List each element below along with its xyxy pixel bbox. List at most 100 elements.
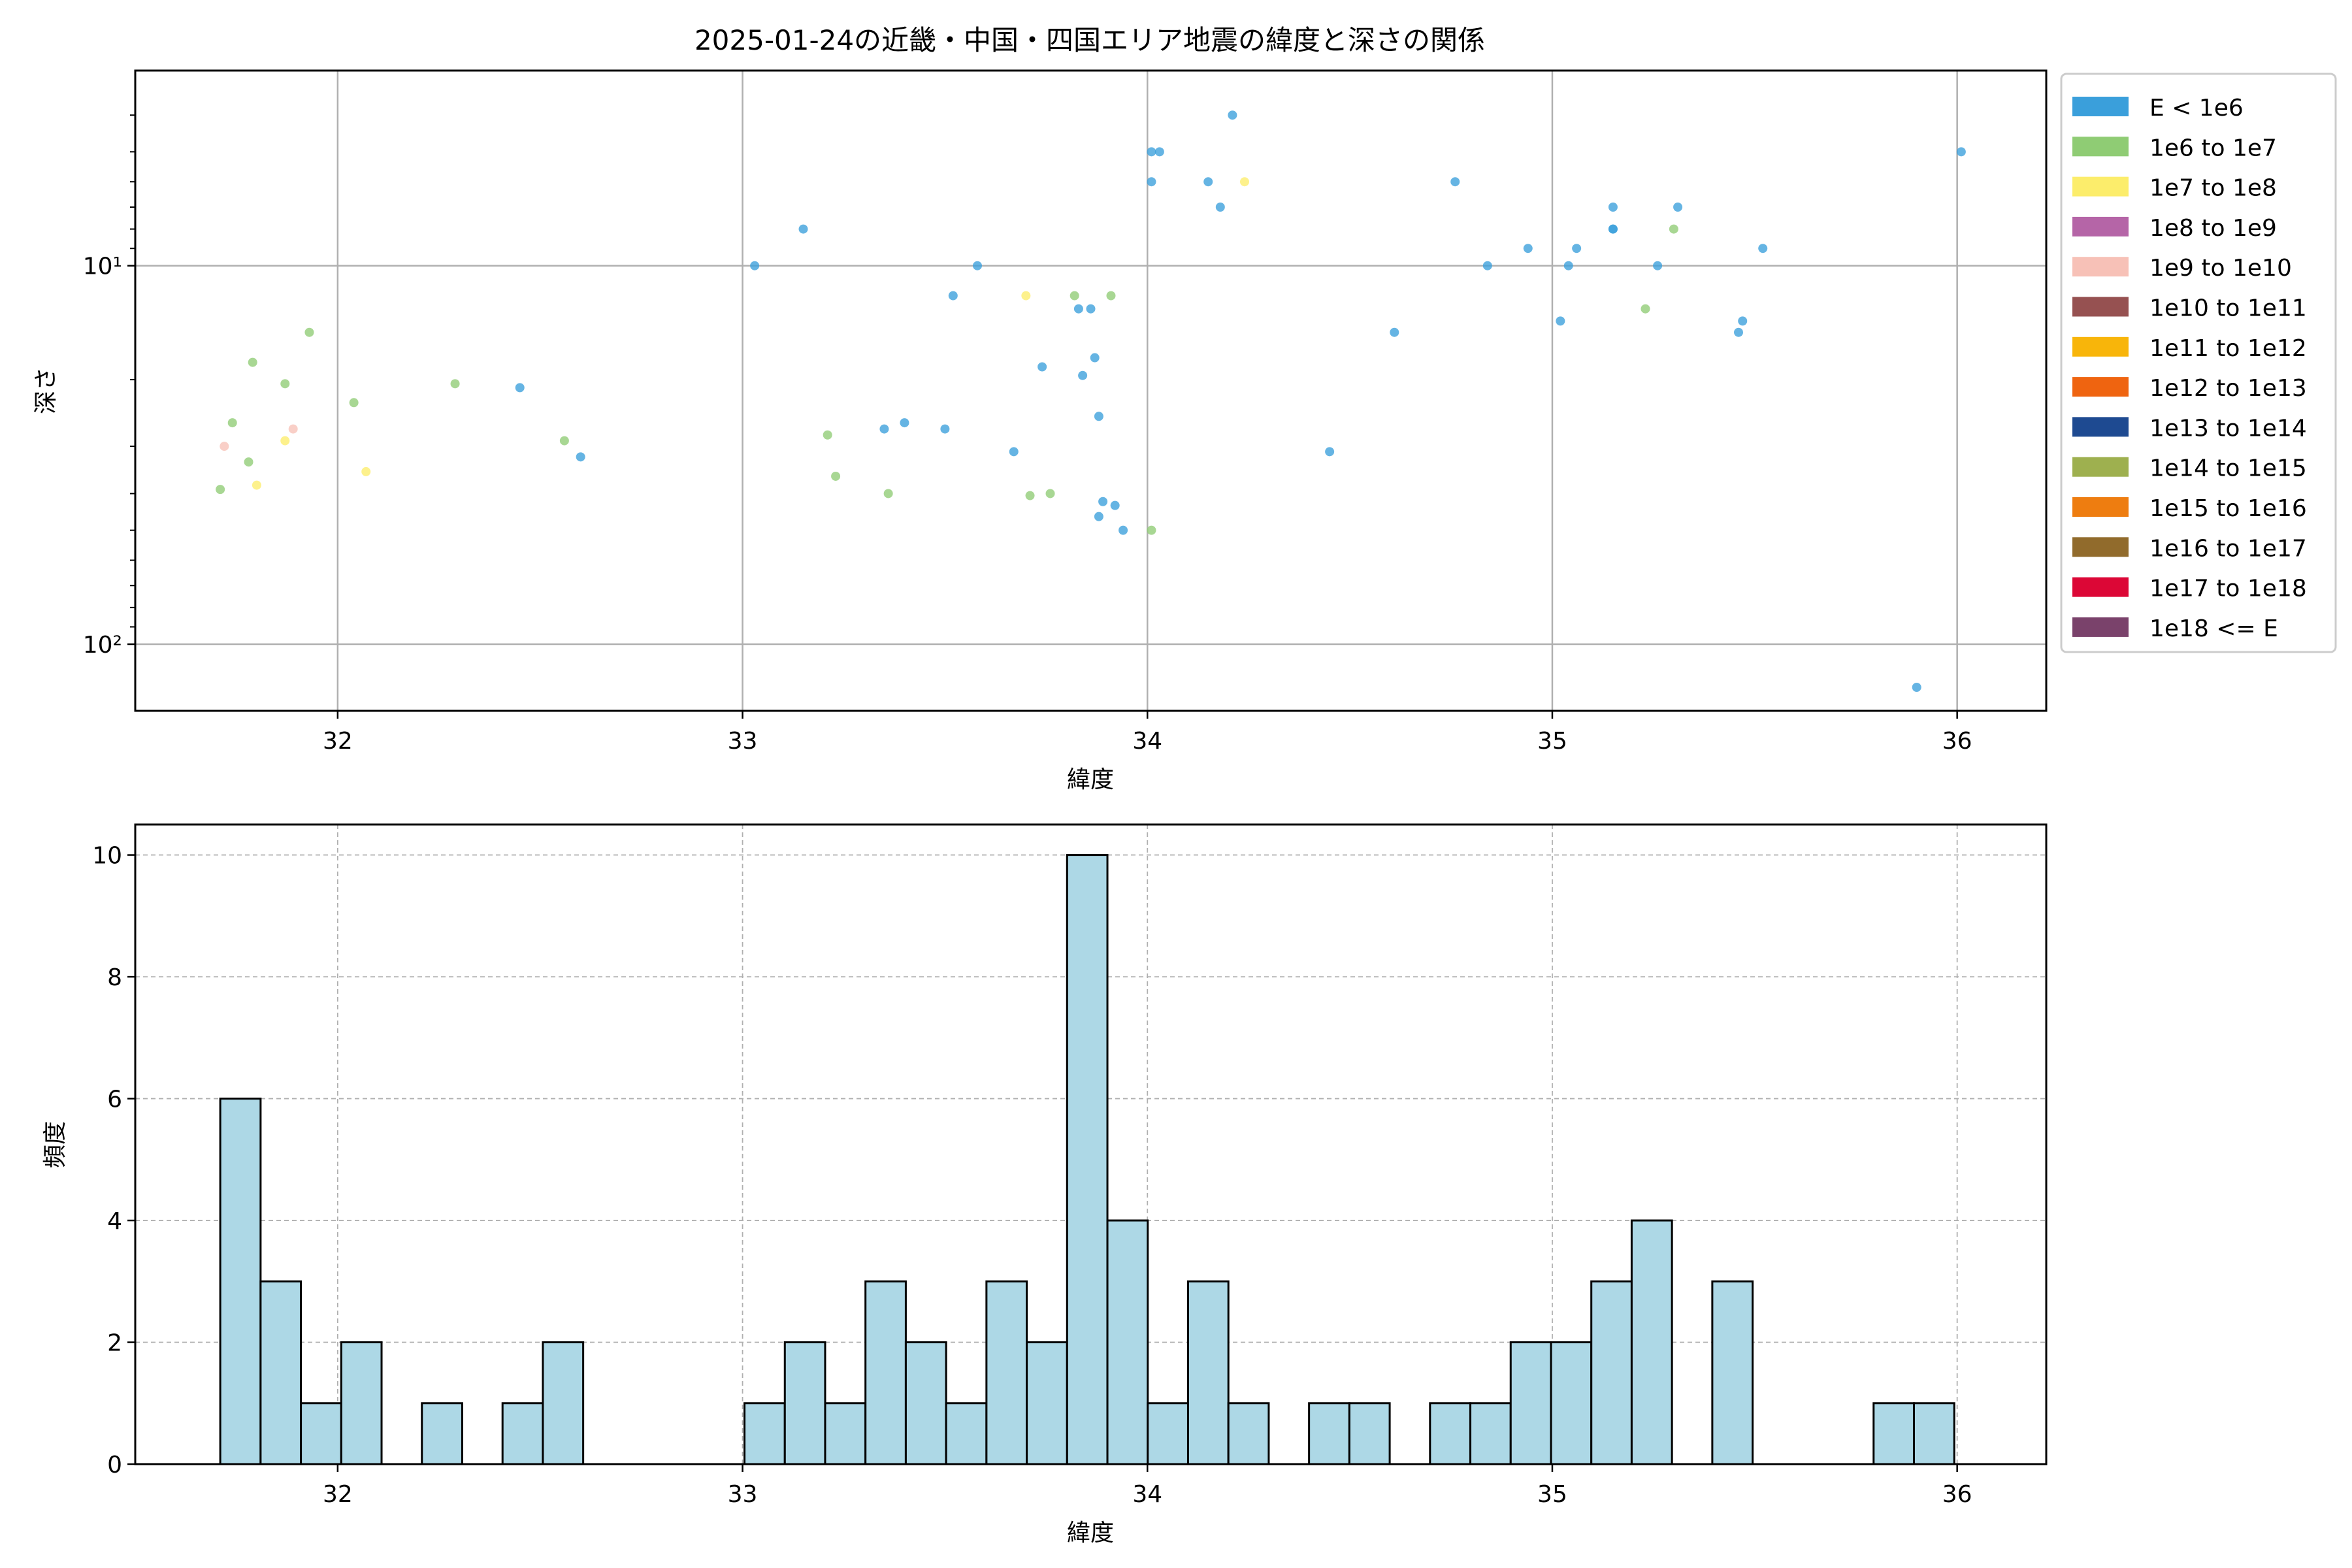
histogram-y-axis: 0 2 4 6 8 10 <box>92 843 135 1478</box>
histogram-bar <box>824 1402 867 1465</box>
scatter-point <box>1653 261 1663 270</box>
histogram-bar <box>1227 1402 1270 1465</box>
histogram-y-tick-label: 2 <box>107 1330 122 1357</box>
histogram-y-tick-label: 0 <box>107 1452 122 1478</box>
histogram-plot-frame <box>134 823 2048 1465</box>
scatter-point <box>304 327 314 337</box>
scatter-chart: 2025-01-24の近畿・中国・四国エリア地震の緯度と深さの関係 32 33 34… <box>33 24 2337 793</box>
scatter-point <box>1669 224 1678 234</box>
legend-swatch <box>2072 336 2129 357</box>
histogram-bar <box>1912 1402 1955 1465</box>
scatter-point <box>948 291 958 301</box>
scatter-point <box>1098 497 1108 506</box>
scatter-point <box>1119 525 1128 535</box>
legend-swatch <box>2072 537 2129 557</box>
scatter-point <box>1956 147 1966 157</box>
legend-label: 1e15 to 1e16 <box>2149 495 2307 522</box>
histogram-bar <box>1711 1280 1754 1465</box>
scatter-x-tick-label: 33 <box>728 728 758 755</box>
histogram-x-tick-label: 35 <box>1537 1481 1567 1508</box>
legend-swatch <box>2072 137 2129 157</box>
scatter-point <box>1738 316 1748 326</box>
histogram-x-tick-label: 33 <box>728 1481 758 1508</box>
scatter-point <box>1215 202 1225 212</box>
histogram-bar <box>1429 1402 1472 1465</box>
scatter-y-tick-label: 10¹ <box>83 253 122 280</box>
histogram-bar <box>300 1402 342 1465</box>
legend-label: 1e12 to 1e13 <box>2149 375 2307 402</box>
legend-label: E < 1e6 <box>2149 95 2244 122</box>
scatter-point <box>823 430 832 440</box>
scatter-point <box>1912 682 1921 692</box>
scatter-point <box>1110 500 1120 510</box>
scatter-point <box>1025 491 1035 500</box>
scatter-x-tick-label: 34 <box>1132 728 1162 755</box>
histogram-bar <box>1026 1341 1068 1465</box>
histogram-bar <box>1106 1219 1149 1465</box>
histogram-x-tick-label: 34 <box>1132 1481 1162 1508</box>
scatter-point <box>1009 447 1019 457</box>
scatter-point <box>1523 244 1533 253</box>
histogram-x-axis: 32 33 34 35 36 <box>323 1464 1972 1508</box>
histogram-bar <box>783 1341 826 1465</box>
scatter-point <box>1758 244 1768 253</box>
scatter-point <box>1094 512 1103 521</box>
histogram-bar <box>340 1341 383 1465</box>
scatter-x-tick-label: 36 <box>1942 728 1972 755</box>
scatter-point <box>1556 316 1565 326</box>
legend-label: 1e18 <= E <box>2149 615 2278 642</box>
scatter-point <box>940 424 950 434</box>
scatter-point <box>1734 327 1744 337</box>
legend-label: 1e7 to 1e8 <box>2149 175 2277 202</box>
legend-swatch <box>2072 257 2129 277</box>
scatter-point <box>1154 147 1164 157</box>
scatter-point <box>1106 291 1116 301</box>
legend-entries: E < 1e6 1e6 to 1e7 1e7 to 1e8 1e8 to 1e9 1e9… <box>2072 95 2307 642</box>
histogram-bar <box>1509 1341 1552 1465</box>
histogram-bar <box>1630 1219 1673 1465</box>
histogram-bar <box>421 1402 463 1465</box>
scatter-point <box>1608 202 1618 212</box>
legend-swatch <box>2072 97 2129 116</box>
scatter-point <box>515 383 525 393</box>
histogram-bar <box>1590 1280 1633 1465</box>
legend-swatch <box>2072 176 2129 197</box>
scatter-point <box>1147 525 1156 535</box>
scatter-x-tick-label: 35 <box>1537 728 1567 755</box>
histogram-x-tick-label: 32 <box>323 1481 353 1508</box>
histogram-bar <box>985 1280 1028 1465</box>
scatter-y-axis-label: 深さ <box>33 367 59 414</box>
scatter-point <box>1450 177 1460 187</box>
scatter-point <box>559 436 569 446</box>
histogram-bar <box>1872 1402 1915 1465</box>
scatter-grid <box>135 71 2046 711</box>
scatter-point <box>972 261 982 270</box>
histogram-bar <box>1348 1402 1391 1465</box>
scatter-point <box>1147 147 1156 157</box>
scatter-points <box>216 110 1966 692</box>
scatter-point <box>1239 177 1249 187</box>
scatter-point <box>750 261 760 270</box>
scatter-point <box>1228 110 1237 120</box>
scatter-point <box>1073 304 1083 314</box>
scatter-point <box>576 452 585 462</box>
legend-swatch <box>2072 216 2129 237</box>
histogram-x-axis-label: 緯度 <box>1067 1520 1114 1546</box>
histogram-bar <box>1186 1280 1230 1465</box>
histogram-x-tick-label: 36 <box>1942 1481 1972 1508</box>
histogram-bars <box>219 854 1955 1465</box>
histogram-chart: 32 33 34 35 36 0 2 4 6 8 10 緯度 頻度 <box>42 823 2048 1546</box>
scatter-point <box>1572 244 1582 253</box>
scatter-point <box>1641 304 1650 314</box>
histogram-bar <box>1469 1402 1512 1465</box>
scatter-point <box>227 418 237 428</box>
histogram-y-tick-label: 6 <box>107 1086 122 1113</box>
histogram-bar <box>259 1280 302 1465</box>
scatter-point <box>1390 327 1399 337</box>
scatter-point <box>1325 447 1335 457</box>
scatter-point <box>244 457 253 467</box>
scatter-y-axis: 10¹ 10² <box>83 253 135 659</box>
legend-swatch <box>2072 457 2129 477</box>
legend-label: 1e14 to 1e15 <box>2149 455 2307 482</box>
